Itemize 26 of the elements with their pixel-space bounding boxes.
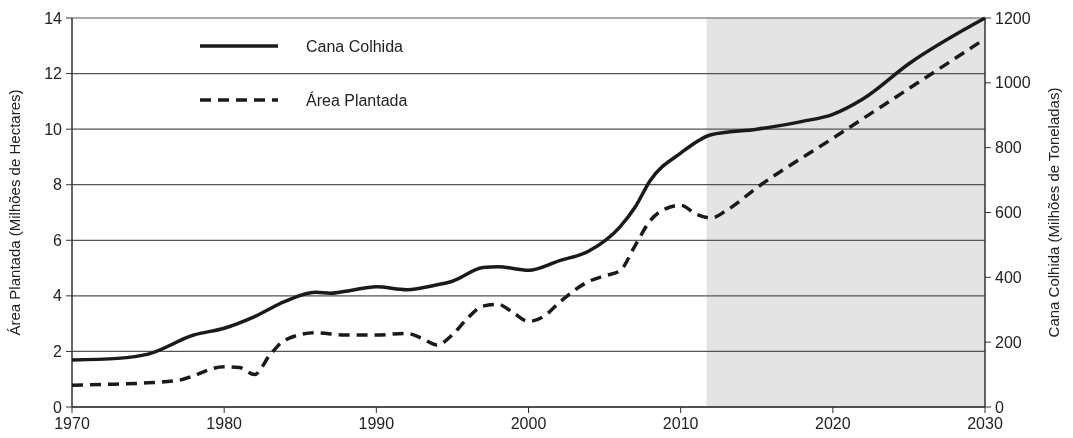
x-tick-label: 2010 bbox=[662, 415, 699, 432]
y2-tick-label: 0 bbox=[995, 398, 1004, 416]
y-tick-label: 0 bbox=[53, 398, 63, 416]
y2-tick-label: 200 bbox=[995, 333, 1022, 351]
x-tick-label: 2020 bbox=[815, 415, 851, 432]
y-tick-label: 10 bbox=[44, 120, 63, 138]
y-tick-label: 2 bbox=[53, 343, 63, 361]
x-tick-label: 1990 bbox=[358, 415, 395, 432]
legend-label: Cana Colhida bbox=[306, 37, 404, 55]
y2-tick-label: 800 bbox=[995, 139, 1022, 157]
y-tick-label: 8 bbox=[53, 176, 63, 194]
x-tick-label: 2030 bbox=[967, 415, 1003, 432]
y-tick-label: 6 bbox=[53, 231, 63, 249]
x-tick-label: 1970 bbox=[54, 415, 90, 432]
x-tick-label: 2000 bbox=[510, 415, 547, 432]
y-tick-label: 12 bbox=[44, 65, 63, 83]
x-tick-label: 1980 bbox=[206, 415, 243, 432]
y2-tick-label: 1000 bbox=[995, 74, 1031, 92]
y2-tick-label: 600 bbox=[995, 204, 1022, 222]
y-tick-label: 14 bbox=[44, 9, 63, 27]
y-axis-title: Área Plantada (Milhões de Hectares) bbox=[6, 89, 23, 336]
legend-label: Área Plantada bbox=[306, 90, 408, 109]
y2-axis-title: Cana Colhida (Milhões de Toneladas) bbox=[1045, 87, 1062, 338]
y2-tick-label: 1200 bbox=[995, 9, 1031, 27]
y-tick-label: 4 bbox=[53, 287, 63, 305]
y2-tick-label: 400 bbox=[995, 268, 1022, 286]
